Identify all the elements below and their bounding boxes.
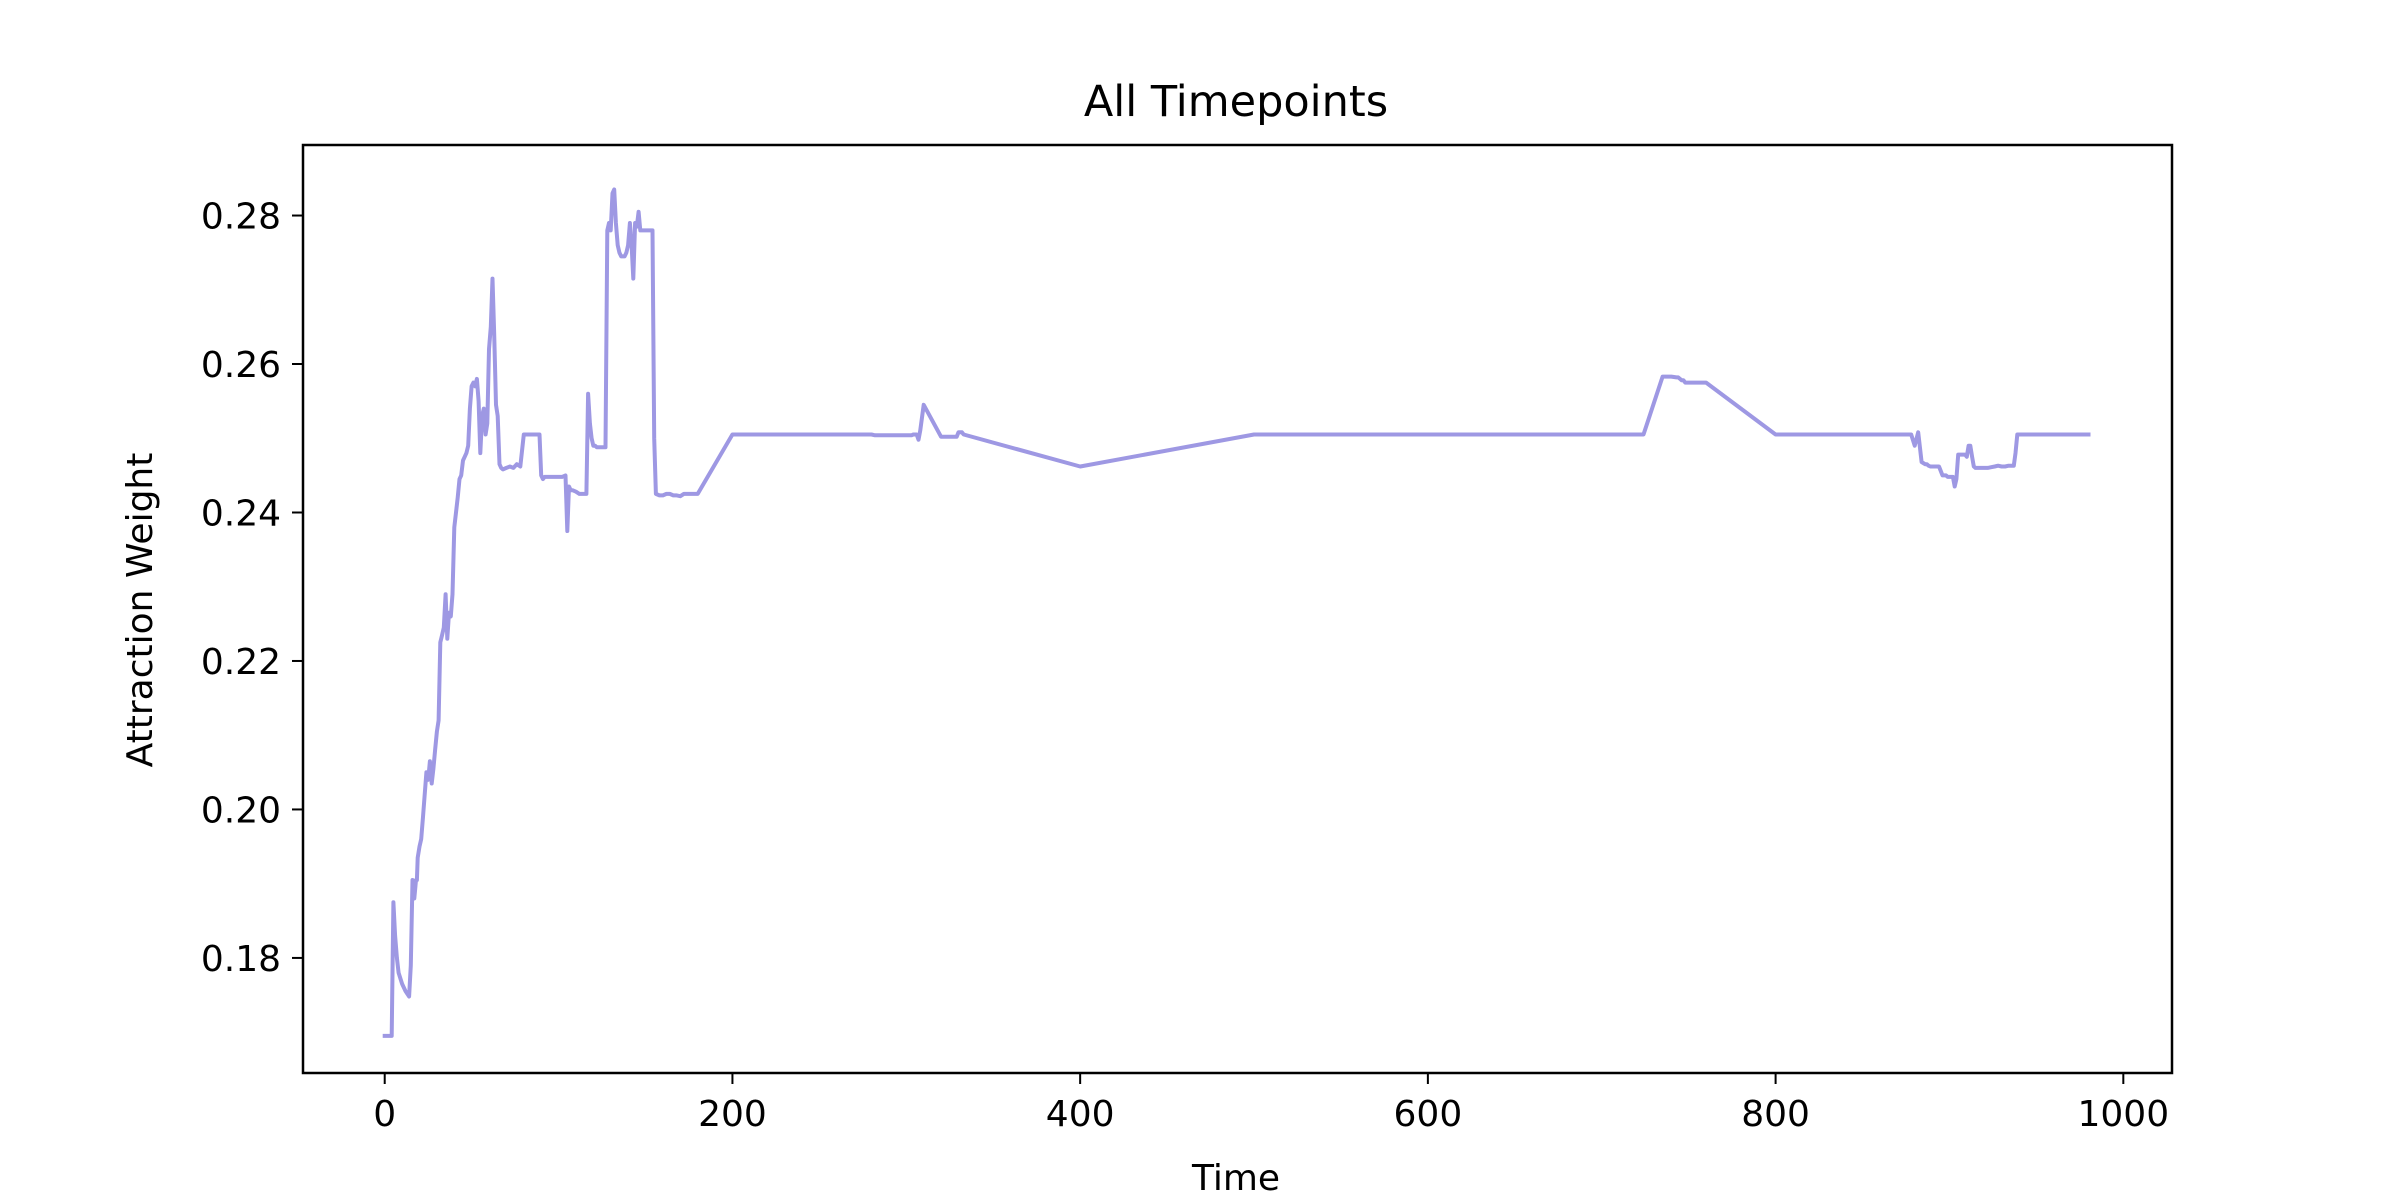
axes-frame: [301, 143, 2174, 1075]
x-axis-label: Time: [1191, 1158, 1280, 1199]
x-tick-label: 800: [1741, 1094, 1810, 1135]
x-tick-label: 0: [373, 1094, 396, 1135]
y-tick-label: 0.24: [201, 493, 281, 534]
y-axis-label: Attraction Weight: [120, 453, 161, 768]
x-tick-label: 600: [1394, 1094, 1463, 1135]
y-tick-label: 0.28: [201, 197, 281, 238]
y-tick-label: 0.26: [201, 345, 281, 386]
y-tick-label: 0.22: [201, 642, 281, 683]
plot-area: [382, 187, 2091, 1038]
x-tick-label: 1000: [2078, 1094, 2170, 1135]
y-tick-label: 0.20: [201, 790, 281, 831]
x-tick-label: 200: [698, 1094, 767, 1135]
chart-title: All Timepoints: [1084, 77, 1388, 127]
y-axis: 0.18 0.20 0.22 0.24 0.26 0.28: [201, 197, 303, 980]
series-line: [382, 187, 2091, 1038]
y-tick-label: 0.18: [201, 939, 281, 980]
x-tick-label: 400: [1046, 1094, 1115, 1135]
x-axis: 0 200 400 600 800 1000: [373, 1073, 2169, 1135]
